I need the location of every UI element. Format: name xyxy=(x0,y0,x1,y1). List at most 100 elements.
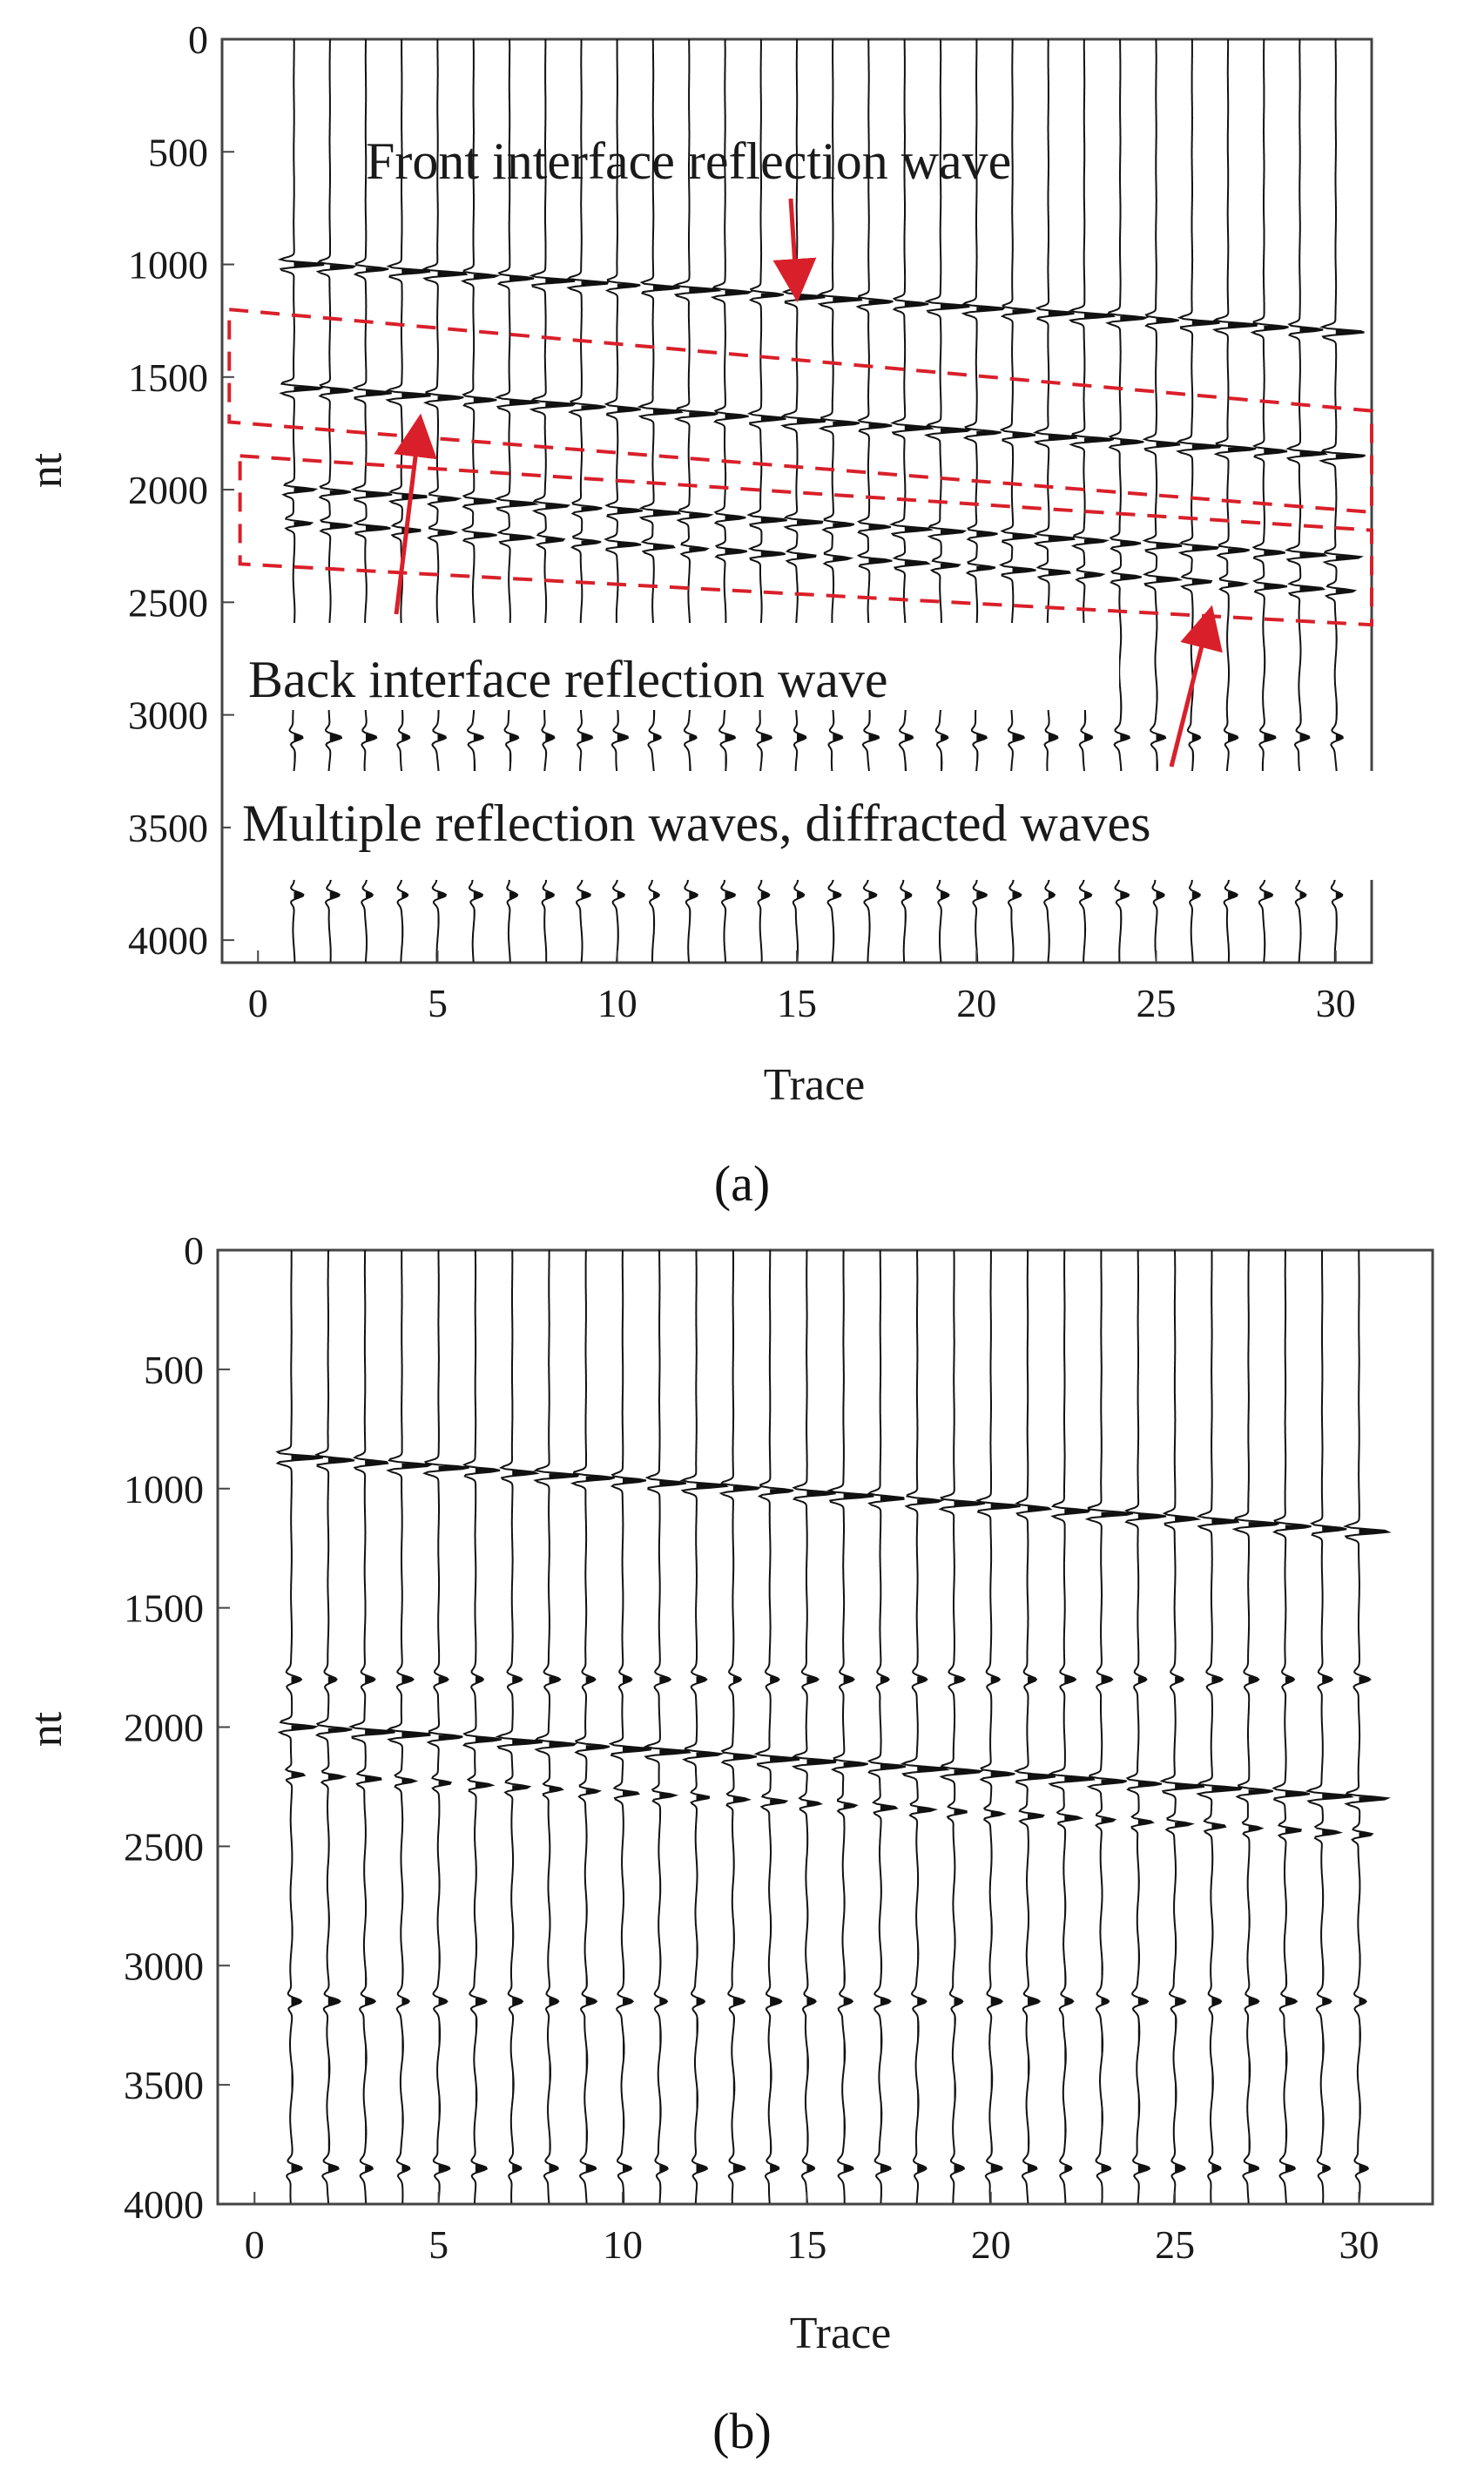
panel-a-highlight-boxes xyxy=(227,308,1373,627)
annotation-arrow-1 xyxy=(772,198,817,303)
trace-fill-4 xyxy=(401,1463,431,2203)
panel-a-y-axis-label: nt xyxy=(22,452,71,488)
trace-fill-10 xyxy=(623,1478,651,2203)
annotation-front-interface: Front interface reflection wave xyxy=(366,132,1011,190)
panel-b-axes-frame xyxy=(216,1248,1434,2206)
y-tick-label: 2500 xyxy=(124,1824,204,1869)
y-tick-label: 4000 xyxy=(124,2182,204,2227)
annotation-arrow-2 xyxy=(394,413,437,615)
trace-21 xyxy=(1013,1250,1056,2203)
y-tick-label: 500 xyxy=(144,1348,204,1392)
y-tick-label: 1500 xyxy=(128,355,208,400)
trace-15 xyxy=(791,1250,837,2203)
panel-b-y-ticks: 0 500 1000 1500 2000 2500 3000 3500 4000 xyxy=(124,1228,230,2227)
annotation-arrow-3 xyxy=(1169,605,1223,768)
trace-24 xyxy=(1124,1250,1167,2203)
trace-26 xyxy=(1196,1250,1244,2203)
trace-18 xyxy=(900,1250,950,2204)
trace-fill-14 xyxy=(760,293,787,963)
trace-1 xyxy=(275,1250,323,2203)
trace-fill-27 xyxy=(1248,1522,1279,2174)
trace-fill-28 xyxy=(1285,1525,1312,2203)
trace-fill-11 xyxy=(659,1480,690,2199)
x-tick-label: 10 xyxy=(603,2222,643,2267)
x-tick-label: 20 xyxy=(956,981,996,1025)
trace-28 xyxy=(1272,1249,1312,2203)
panel-a: 0 500 1000 1500 2000 2500 3000 3500 4000 0 5 10 15 2… xyxy=(22,17,1467,1212)
y-tick-label: 3500 xyxy=(124,2063,204,2107)
highlight-box-2 xyxy=(238,454,1373,627)
trace-25 xyxy=(1159,1250,1205,2203)
trace-fill-23 xyxy=(1101,1511,1133,2203)
trace-fill-9 xyxy=(585,1476,615,2203)
trace-fill-24 xyxy=(1137,1513,1166,2194)
trace-13 xyxy=(718,1250,762,2203)
trace-fill-16 xyxy=(843,1493,874,2203)
trace-3 xyxy=(347,1250,395,2203)
panel-a-annotations: Front interface reflection wave Back int… xyxy=(231,132,1467,880)
x-tick-label: 15 xyxy=(777,981,817,1025)
trace-fill-20 xyxy=(990,1503,1021,2174)
trace-29 xyxy=(1305,1250,1354,2203)
trace-2 xyxy=(314,1250,355,2204)
trace-fill-7 xyxy=(509,275,537,963)
panel-b-x-axis-label: Trace xyxy=(790,2309,892,2358)
annotation-multiple-diffracted: Multiple reflection waves, diffracted wa… xyxy=(242,795,1151,852)
annotation-multiple-background xyxy=(231,771,1467,880)
trace-fill-17 xyxy=(880,1496,906,2202)
y-tick-label: 4000 xyxy=(128,918,208,963)
trace-10 xyxy=(608,1250,652,2203)
trace-fill-26 xyxy=(1211,1518,1242,2174)
panel-a-annotation-arrows xyxy=(394,198,1223,768)
y-tick-label: 2000 xyxy=(128,468,208,512)
y-tick-label: 1000 xyxy=(124,1467,204,1511)
trace-fill-3 xyxy=(365,1460,395,2203)
panel-a-y-ticks: 0 500 1000 1500 2000 2500 3000 3500 4000 xyxy=(128,17,234,963)
highlight-box-1 xyxy=(227,308,1373,515)
trace-fill-30 xyxy=(1359,1529,1388,2198)
x-tick-label: 15 xyxy=(786,2222,826,2267)
trace-23 xyxy=(1084,1250,1134,2203)
y-tick-label: 1500 xyxy=(124,1586,204,1631)
trace-fill-19 xyxy=(954,1500,985,2174)
trace-20 xyxy=(975,1250,1021,2203)
trace-fill-21 xyxy=(1028,1506,1056,2174)
x-tick-label: 0 xyxy=(245,2222,265,2267)
trace-fill-8 xyxy=(545,278,576,963)
trace-fill-18 xyxy=(917,1498,948,2191)
trace-fill-13 xyxy=(725,290,751,963)
trace-fill-13 xyxy=(732,1486,759,2174)
trace-fill-8 xyxy=(549,1473,578,2174)
trace-fill-5 xyxy=(438,1466,469,2196)
y-tick-label: 3000 xyxy=(128,693,208,738)
trace-19 xyxy=(938,1250,986,2203)
trace-fill-25 xyxy=(1175,1516,1204,2174)
trace-12 xyxy=(679,1250,730,2203)
panel-b: 0 500 1000 1500 2000 2500 3000 3500 4000 0 5 10 15 2… xyxy=(22,1228,1434,2459)
trace-11 xyxy=(643,1250,691,2203)
x-tick-label: 20 xyxy=(971,2222,1011,2267)
trace-16 xyxy=(826,1250,874,2203)
y-tick-label: 0 xyxy=(188,17,208,62)
annotation-back-interface: Back interface reflection wave xyxy=(248,651,888,708)
x-tick-label: 30 xyxy=(1316,981,1356,1025)
trace-9 xyxy=(570,1250,615,2203)
trace-fill-2 xyxy=(329,265,354,963)
trace-7 xyxy=(495,1250,543,2203)
panel-a-x-ticks: 0 5 10 15 20 25 30 xyxy=(248,950,1356,1025)
trace-fill-15 xyxy=(806,1490,836,2203)
panel-b-y-axis-label: nt xyxy=(22,1711,71,1747)
panel-b-caption: (b) xyxy=(712,2403,772,2459)
trace-5 xyxy=(422,1250,469,2204)
trace-fill-6 xyxy=(475,1467,502,2174)
panel-a-x-axis-label: Trace xyxy=(764,1060,866,1110)
x-tick-label: 25 xyxy=(1137,981,1177,1025)
trace-30 xyxy=(1342,1250,1392,2203)
trace-8 xyxy=(533,1250,580,2203)
trace-4 xyxy=(386,1250,434,2203)
x-tick-label: 5 xyxy=(428,981,448,1025)
trace-fill-15 xyxy=(797,294,826,960)
trace-22 xyxy=(1048,1250,1096,2203)
trace-fill-2 xyxy=(327,1457,354,2174)
